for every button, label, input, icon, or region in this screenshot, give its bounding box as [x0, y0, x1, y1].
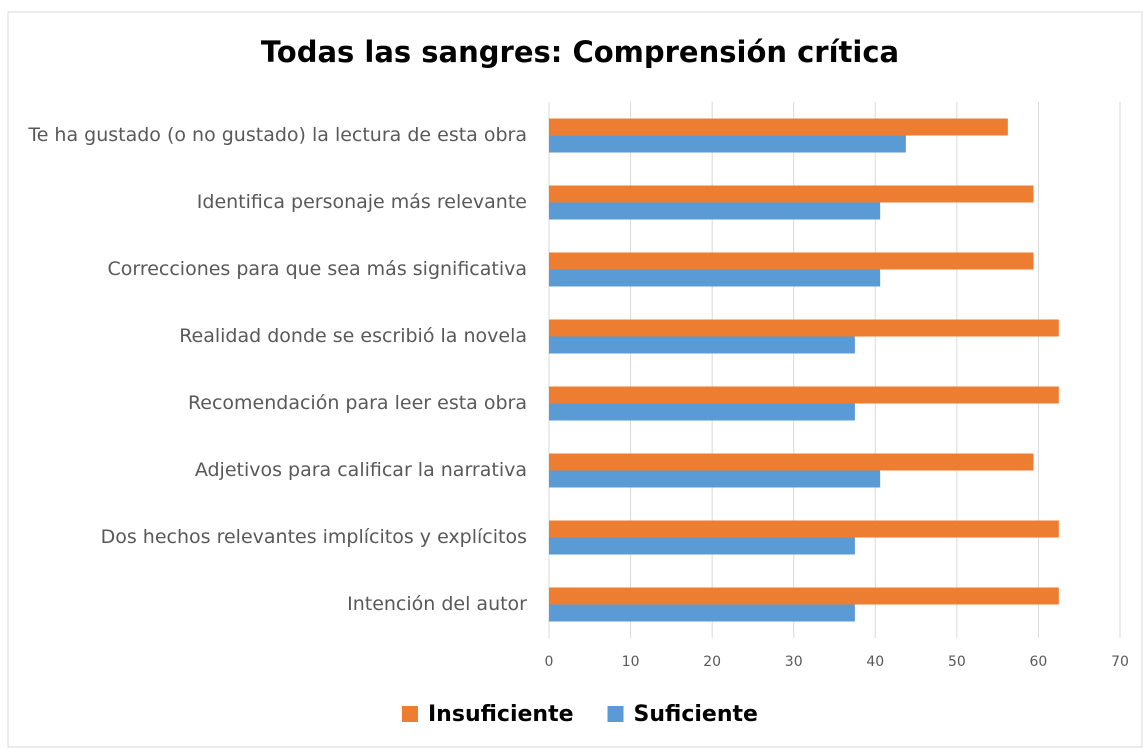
y-tick-label: Realidad donde se escribió la novela [179, 325, 527, 347]
bar [549, 403, 855, 421]
y-tick-label: Te ha gustado (o no gustado) la lectura … [27, 124, 527, 146]
y-tick-label: Recomendación para leer esta obra [188, 392, 527, 414]
x-tick-label: 10 [622, 654, 640, 670]
bar [549, 185, 1034, 203]
x-tick-label: 50 [948, 654, 966, 670]
bar [549, 319, 1059, 337]
bar [549, 537, 855, 555]
x-tick-label: 20 [703, 654, 721, 670]
bar [549, 118, 1008, 136]
x-tick-label: 70 [1111, 654, 1129, 670]
bar [549, 604, 855, 622]
x-tick-label: 0 [545, 654, 554, 670]
bar [549, 135, 906, 153]
bar [549, 520, 1059, 538]
bar [549, 252, 1034, 270]
legend-swatch [402, 706, 418, 722]
bar [549, 269, 881, 287]
x-tick-label: 40 [866, 654, 884, 670]
y-tick-label: Correcciones para que sea más significat… [107, 258, 527, 280]
y-tick-label: Dos hechos relevantes implícitos y explí… [101, 526, 527, 548]
bar [549, 336, 855, 354]
chart-title: Todas las sangres: Comprensión crítica [261, 35, 899, 69]
bar [549, 587, 1059, 605]
x-tick-label: 60 [1030, 654, 1048, 670]
bar [549, 386, 1059, 404]
y-tick-label: Adjetivos para calificar la narrativa [195, 459, 527, 481]
legend-swatch [607, 706, 624, 722]
bar [549, 202, 881, 220]
legend-label: Suficiente [634, 702, 758, 727]
x-tick-label: 30 [785, 654, 803, 670]
y-tick-label: Identifica personaje más relevante [197, 191, 527, 213]
bar [549, 470, 881, 488]
legend-label: Insuficiente [428, 702, 574, 727]
bar [549, 453, 1034, 471]
y-tick-label: Intención del autor [347, 593, 527, 615]
